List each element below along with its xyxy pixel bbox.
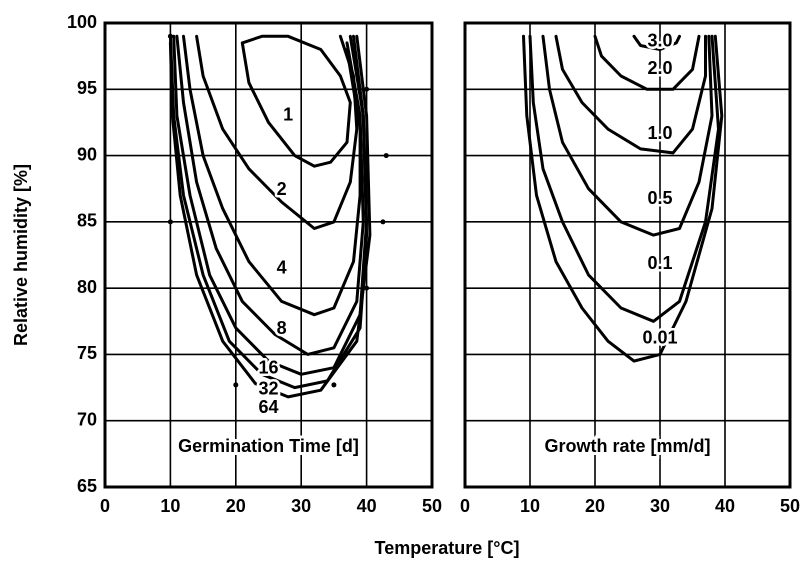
contour-label: 1 [283, 105, 293, 125]
x-tick-label: 10 [520, 496, 540, 516]
contour-label: 0.01 [642, 327, 677, 347]
data-point [167, 33, 173, 39]
contour-line [528, 34, 720, 323]
contour-label: 2.0 [647, 58, 672, 78]
contour-line [175, 34, 365, 356]
x-tick-label: 30 [291, 496, 311, 516]
x-tick-label: 20 [226, 496, 246, 516]
x-tick-label: 20 [585, 496, 605, 516]
contour-line [593, 34, 701, 91]
contour-label: 64 [258, 397, 278, 417]
contour-label: 2 [277, 179, 287, 199]
y-axis-label: Relative humidity [%] [11, 164, 31, 346]
y-tick-label: 80 [77, 277, 97, 297]
data-point [233, 382, 239, 388]
contour-line [240, 34, 352, 168]
contour-line [632, 34, 681, 51]
y-tick-label: 100 [67, 12, 97, 32]
y-tick-label: 65 [77, 476, 97, 496]
x-tick-label: 0 [460, 496, 470, 516]
panel-label: Germination Time [d] [178, 436, 359, 456]
contour-label: 8 [277, 318, 287, 338]
data-point [364, 86, 370, 92]
data-point [380, 219, 386, 225]
data-point [383, 153, 389, 159]
data-point [167, 219, 173, 225]
data-point [331, 382, 337, 388]
contour-label: 4 [277, 258, 287, 278]
x-tick-label: 40 [357, 496, 377, 516]
contour-line [554, 34, 707, 155]
contour-line [182, 34, 362, 317]
x-tick-label: 50 [780, 496, 800, 516]
y-tick-label: 90 [77, 144, 97, 164]
contour-label: 0.1 [647, 253, 672, 273]
x-tick-label: 0 [100, 496, 110, 516]
contour-label: 16 [258, 357, 278, 377]
contour-label: 0.5 [647, 188, 672, 208]
contour-line [522, 34, 724, 363]
x-tick-label: 30 [650, 496, 670, 516]
x-tick-label: 10 [160, 496, 180, 516]
contour-label: 32 [258, 378, 278, 398]
contour-label: 1.0 [647, 123, 672, 143]
contour-label: 3.0 [647, 30, 672, 50]
data-point [364, 285, 370, 291]
y-tick-label: 95 [77, 78, 97, 98]
y-tick-label: 75 [77, 343, 97, 363]
x-axis-label: Temperature [°C] [375, 538, 520, 558]
contour-line [541, 34, 714, 237]
x-tick-label: 50 [422, 496, 442, 516]
frame [103, 21, 434, 489]
contour-line [168, 34, 369, 390]
panel-label: Growth rate [mm/d] [544, 436, 710, 456]
y-tick-label: 70 [77, 409, 97, 429]
x-tick-label: 40 [715, 496, 735, 516]
y-tick-label: 85 [77, 211, 97, 231]
contour-line [168, 34, 372, 399]
frame [463, 21, 792, 489]
